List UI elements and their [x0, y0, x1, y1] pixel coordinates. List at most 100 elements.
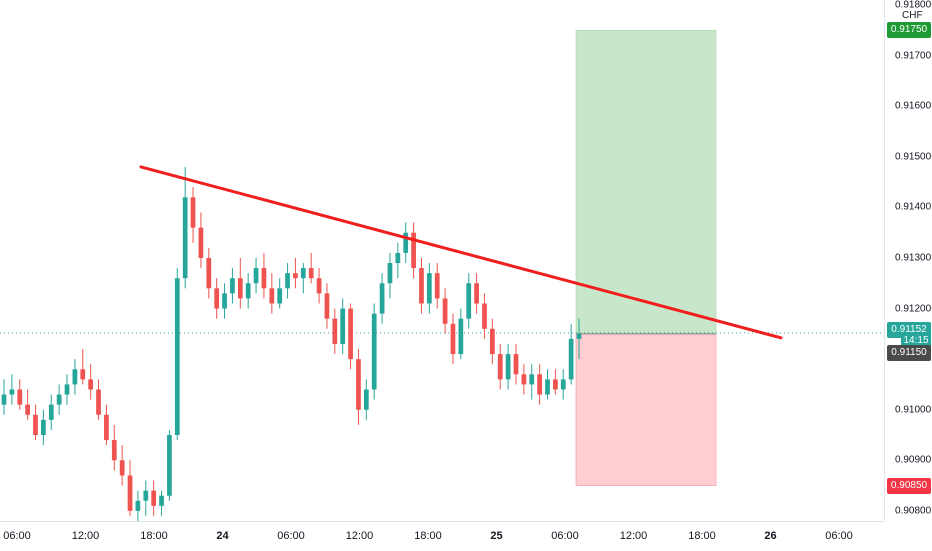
- candle: [1, 379, 7, 415]
- candle: [174, 268, 180, 441]
- candle: [245, 273, 251, 309]
- candle: [403, 222, 409, 264]
- time-tick-label: 06:00: [3, 530, 31, 542]
- candle: [395, 242, 401, 279]
- candle: [300, 263, 306, 294]
- currency-label: CHF: [900, 10, 925, 21]
- candle: [64, 374, 70, 405]
- candle: [553, 369, 558, 395]
- candle: [33, 404, 38, 441]
- candle: [285, 263, 290, 299]
- candle: [340, 298, 346, 355]
- candle: [529, 364, 535, 400]
- candle: [521, 364, 527, 395]
- candle: [261, 252, 267, 299]
- candle: [88, 364, 94, 400]
- candle: [25, 389, 30, 420]
- candle: [159, 490, 164, 516]
- candle: [111, 424, 117, 471]
- candle: [41, 409, 46, 446]
- price-tick-label: 0.90900: [895, 454, 932, 466]
- price-tick-label: 0.91800: [895, 0, 932, 11]
- profit-zone[interactable]: [575, 30, 717, 335]
- candle: [127, 460, 133, 516]
- loss-zone[interactable]: [575, 333, 717, 486]
- time-tick-day-label: 25: [490, 530, 503, 542]
- candle: [474, 273, 479, 314]
- price-tick-label: 0.91200: [895, 303, 932, 315]
- time-tick-label: 18:00: [688, 530, 716, 542]
- candle: [348, 303, 353, 370]
- candle: [308, 252, 314, 284]
- candle: [513, 343, 519, 385]
- candle: [104, 404, 109, 446]
- candle: [466, 273, 472, 329]
- candle: [96, 379, 101, 420]
- time-tick-label: 12:00: [619, 530, 648, 542]
- candle: [458, 308, 464, 360]
- candle: [505, 343, 511, 390]
- time-tick-label: 06:00: [825, 530, 853, 542]
- candle: [411, 222, 416, 279]
- candle: [363, 379, 369, 420]
- candle: [72, 359, 78, 395]
- candle: [560, 369, 566, 400]
- time-tick-label: 12:00: [71, 530, 100, 542]
- price-tick-label: 0.91400: [895, 201, 932, 213]
- time-tick-label: 18:00: [414, 530, 442, 542]
- stop-price-badge: 0.90850: [887, 477, 931, 494]
- candlestick-chart[interactable]: [0, 0, 884, 521]
- candle: [379, 273, 385, 324]
- time-tick-day-label: 26: [764, 530, 777, 542]
- price-axis[interactable]: CHF 0.91800 0.91700 0.91600 0.91500 0.91400 0…: [884, 0, 932, 521]
- candle: [332, 308, 338, 355]
- candle: [151, 480, 157, 516]
- candle: [426, 263, 432, 314]
- candle: [190, 187, 196, 243]
- candle: [442, 288, 448, 334]
- candle: [545, 369, 550, 400]
- candle: [537, 364, 542, 405]
- candle: [167, 429, 172, 501]
- candle: [371, 303, 377, 400]
- candle: [214, 278, 220, 319]
- candle: [269, 273, 275, 314]
- trendline[interactable]: [139, 165, 783, 340]
- candle: [434, 263, 440, 309]
- time-tick-label: 06:00: [277, 530, 305, 542]
- candle: [222, 283, 227, 319]
- target-price-badge: 0.91750: [887, 22, 931, 39]
- candle: [135, 490, 141, 521]
- candle: [182, 166, 188, 289]
- candle: [316, 268, 322, 304]
- candle: [119, 445, 125, 486]
- candle: [497, 343, 503, 390]
- candle: [293, 257, 298, 289]
- candle: [206, 247, 212, 299]
- price-tick-label: 0.90800: [895, 505, 932, 517]
- time-tick-label: 18:00: [140, 530, 168, 542]
- chart-area[interactable]: [0, 0, 884, 521]
- candle: [237, 257, 243, 309]
- time-axis[interactable]: 06:00 12:00 18:00 24 06:00 12:00 18:00 25 06:00 1…: [0, 521, 884, 551]
- price-tick-label: 0.91000: [895, 404, 932, 416]
- price-tick-label: 0.91600: [895, 100, 932, 112]
- candle: [387, 252, 393, 299]
- candle: [419, 257, 424, 314]
- candle: [482, 293, 487, 339]
- candle: [356, 349, 361, 425]
- candle: [277, 278, 283, 309]
- candle: [576, 318, 582, 360]
- candle: [9, 374, 15, 405]
- time-tick-label: 06:00: [551, 530, 579, 542]
- price-tick-label: 0.91300: [895, 252, 932, 264]
- price-tick-label: 0.91700: [895, 50, 932, 62]
- candle: [17, 379, 23, 410]
- candle: [56, 384, 62, 415]
- candle: [48, 394, 54, 430]
- time-tick-label: 12:00: [345, 530, 374, 542]
- candle: [143, 480, 149, 516]
- entry-price-badge: 0.91150: [887, 345, 931, 362]
- candle: [450, 313, 456, 365]
- time-tick-day-label: 24: [216, 530, 229, 542]
